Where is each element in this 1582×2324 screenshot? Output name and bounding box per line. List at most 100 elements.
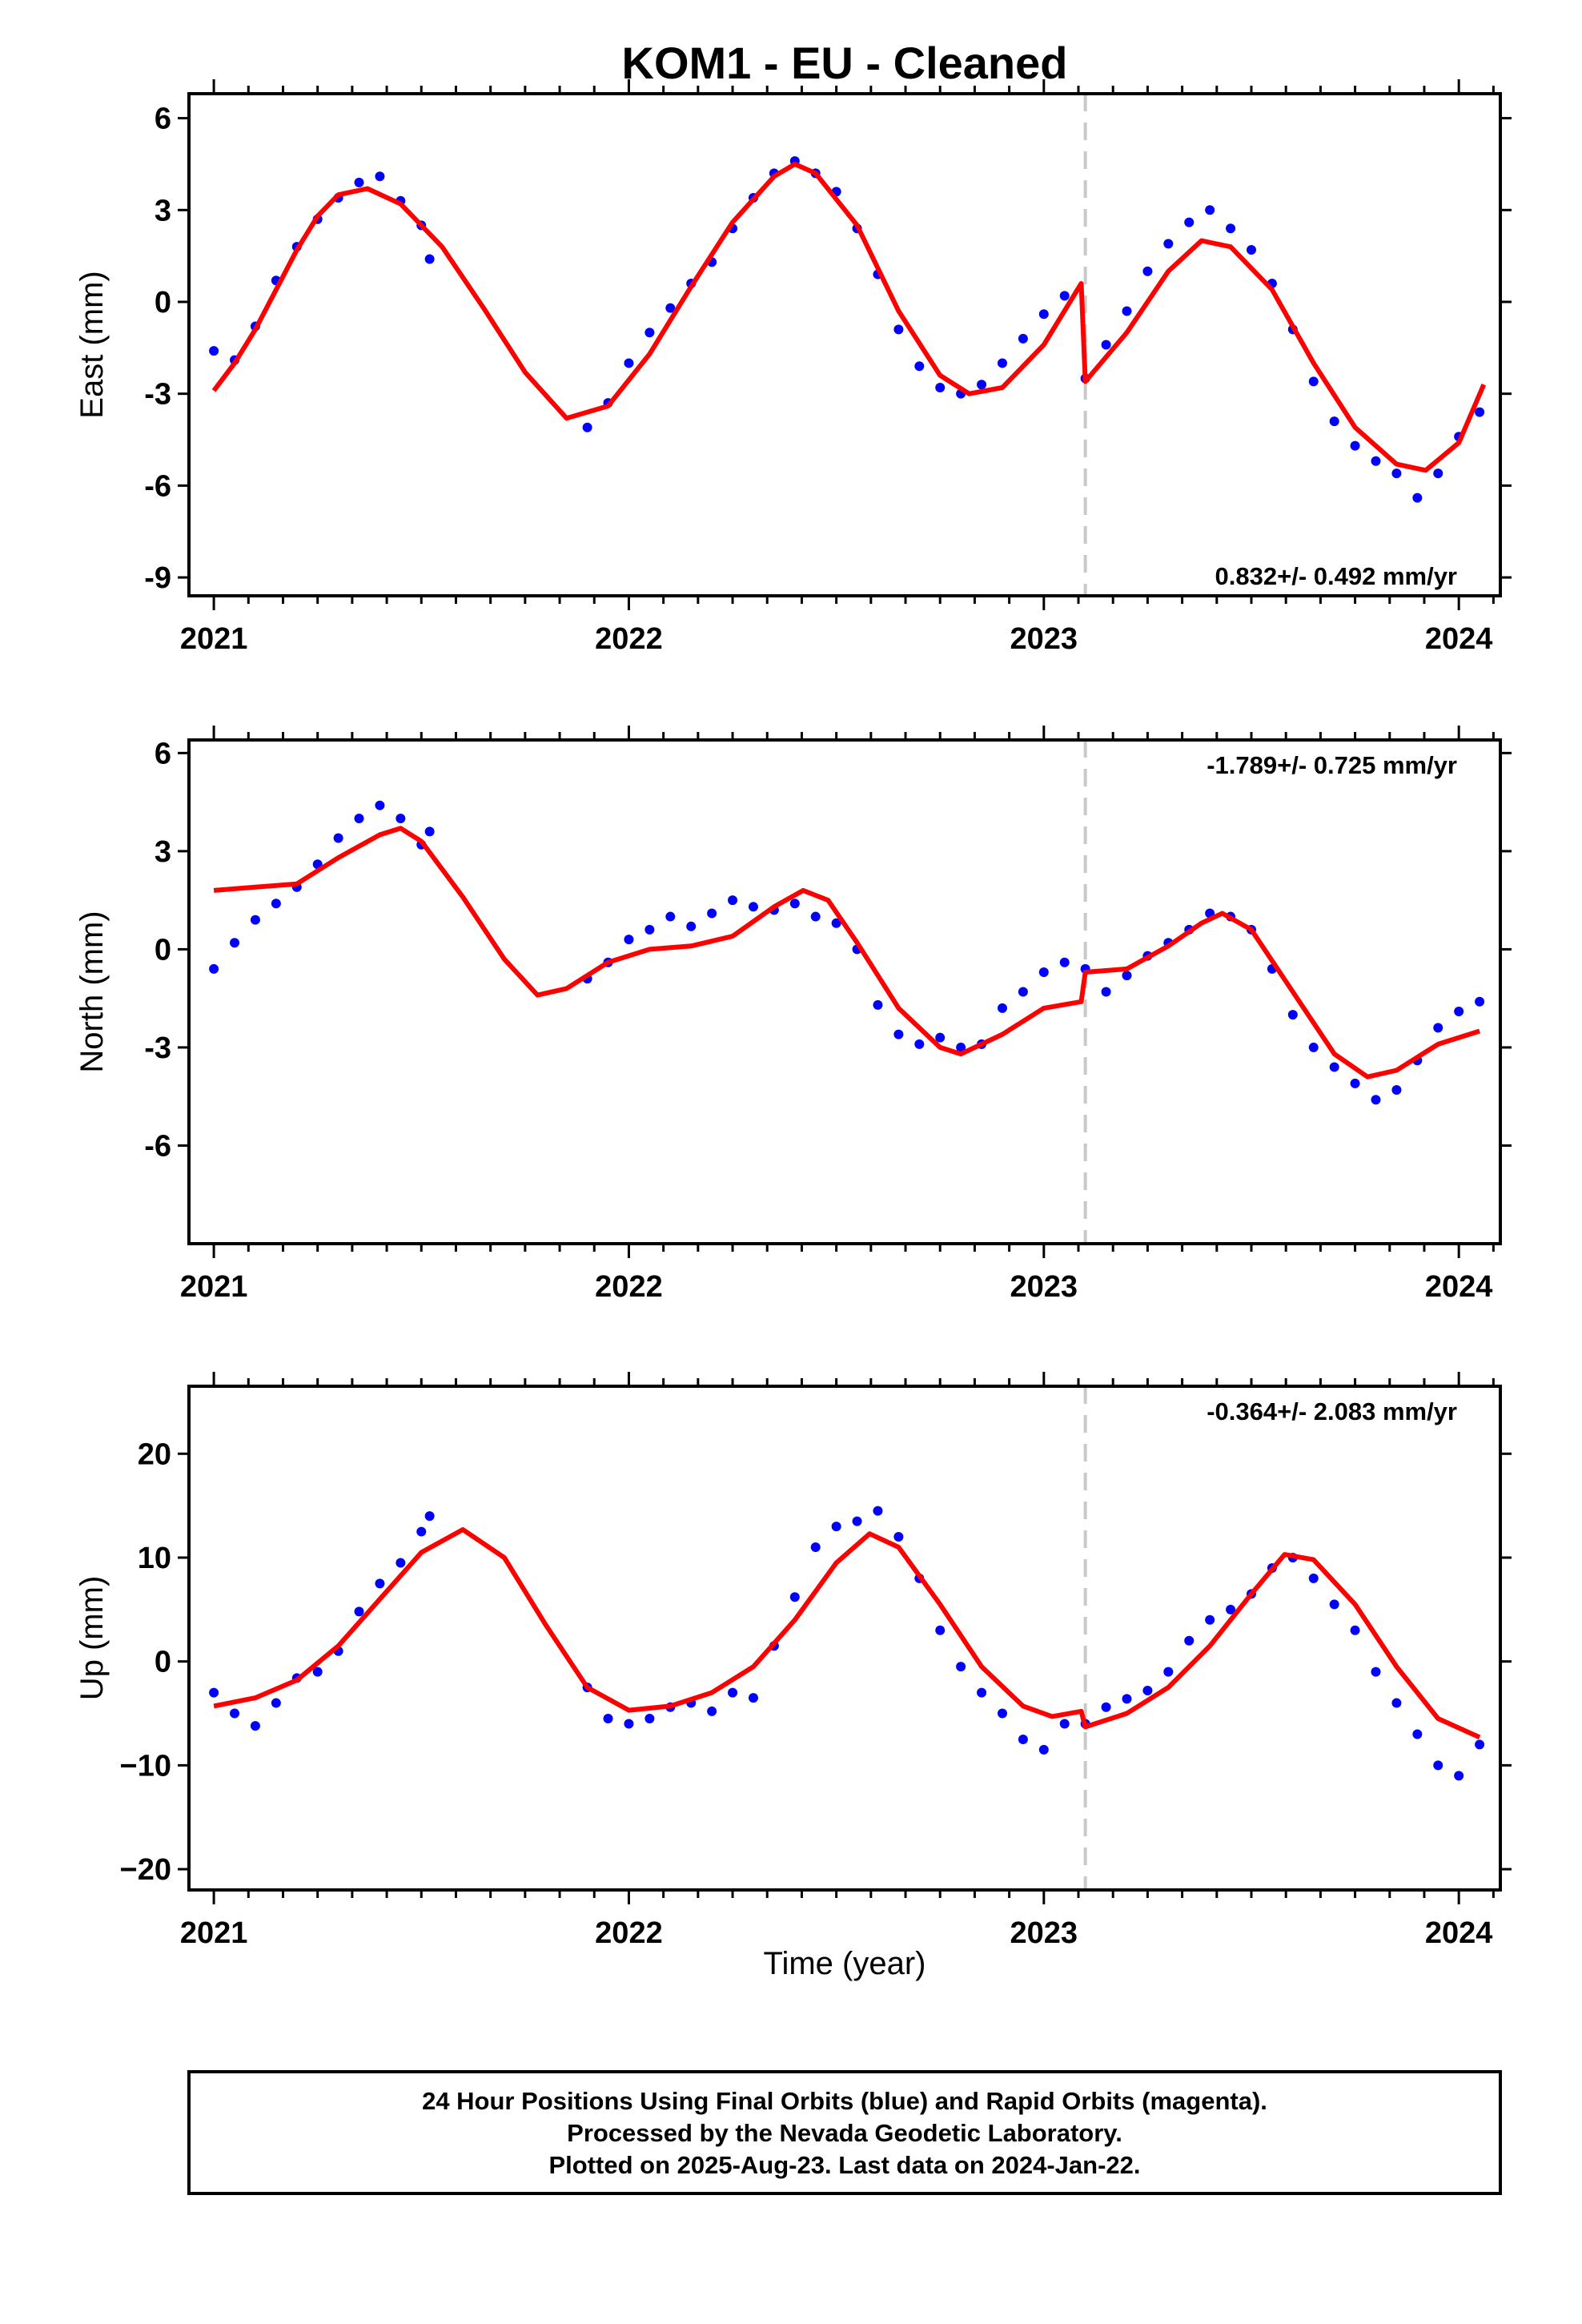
data-point — [728, 895, 738, 906]
data-point — [250, 1721, 260, 1731]
data-point — [977, 1687, 987, 1698]
data-point — [873, 1506, 883, 1516]
data-point — [1038, 309, 1049, 320]
x-tick-label: 2024 — [1425, 1916, 1493, 1950]
data-point — [1018, 333, 1028, 344]
data-point — [354, 1606, 364, 1617]
data-point — [271, 1698, 281, 1708]
data-point — [624, 1719, 634, 1729]
data-point — [1475, 996, 1485, 1007]
data-point — [1122, 306, 1132, 316]
data-point — [1142, 1685, 1153, 1695]
y-tick-label: −20 — [120, 1853, 171, 1887]
data-point — [582, 422, 592, 432]
x-tick-label: 2022 — [595, 622, 663, 656]
data-point — [1433, 468, 1443, 479]
data-point — [1308, 1573, 1319, 1583]
data-point — [1226, 1604, 1236, 1614]
y-axis-label: East (mm) — [74, 271, 110, 418]
data-point — [956, 1042, 966, 1052]
data-point — [424, 254, 435, 264]
data-point — [1371, 456, 1381, 466]
data-point — [1371, 1095, 1381, 1105]
data-point — [935, 1625, 946, 1635]
y-tick-label: 3 — [155, 835, 171, 869]
data-point — [271, 899, 281, 909]
data-point — [1350, 1078, 1360, 1088]
data-point — [644, 1714, 655, 1724]
data-point — [1059, 957, 1070, 967]
y-tick-label: 6 — [155, 103, 171, 136]
data-point — [333, 833, 343, 843]
data-point — [424, 1511, 435, 1522]
x-tick-label: 2023 — [1010, 1270, 1078, 1304]
data-point — [1184, 217, 1195, 227]
data-point — [1101, 340, 1111, 350]
y-tick-label: 3 — [155, 194, 171, 227]
velocity-label: 0.832+/- 0.492 mm/yr — [1215, 562, 1457, 590]
data-point — [873, 999, 883, 1010]
data-point — [354, 177, 364, 187]
data-point — [789, 1592, 800, 1602]
data-point — [1287, 1010, 1298, 1020]
data-points — [209, 800, 1485, 1105]
data-point — [1371, 1667, 1381, 1677]
data-point — [935, 383, 946, 393]
model-curve — [213, 826, 1481, 1080]
data-point — [893, 1029, 904, 1039]
data-point — [1142, 266, 1153, 276]
data-point — [230, 1708, 240, 1719]
y-tick-label: 0 — [155, 933, 171, 967]
data-point — [1101, 987, 1111, 997]
data-point — [956, 1662, 966, 1672]
data-point — [1038, 1744, 1049, 1755]
y-tick-label: 0 — [155, 1646, 171, 1679]
data-point — [1433, 1760, 1443, 1771]
data-point — [1205, 1614, 1215, 1625]
y-tick-label: 0 — [155, 286, 171, 320]
data-point — [375, 800, 385, 810]
data-point — [665, 911, 676, 922]
y-tick-label: −10 — [120, 1749, 171, 1783]
data-point — [707, 1706, 717, 1716]
data-point — [810, 1542, 821, 1553]
x-tick-label: 2021 — [180, 1916, 248, 1950]
data-point — [997, 358, 1007, 368]
data-point — [852, 1516, 862, 1526]
panel-1: 6 3 0 -3 -6 -9 2021 2022 2023 2024 East (mm) 0.832+… — [74, 79, 1512, 656]
data-point — [893, 324, 904, 335]
data-point — [1246, 244, 1256, 255]
data-point — [997, 1708, 1007, 1719]
data-point — [977, 380, 987, 390]
y-tick-label: -3 — [144, 378, 171, 412]
data-point — [354, 814, 364, 824]
x-tick-label: 2021 — [180, 622, 248, 656]
data-point — [396, 1558, 406, 1568]
plot-frame — [187, 738, 1502, 1245]
data-point — [644, 328, 655, 338]
data-point — [1122, 971, 1132, 981]
model-curve — [211, 161, 1487, 473]
footer-box: 24 Hour Positions Using Final Orbits (bl… — [187, 2070, 1502, 2195]
x-tick-label: 2022 — [595, 1916, 663, 1950]
y-tick-label: 20 — [138, 1437, 171, 1471]
footer-line-1: 24 Hour Positions Using Final Orbits (bl… — [422, 2087, 1267, 2115]
data-point — [1038, 967, 1049, 977]
data-point — [312, 1667, 323, 1677]
data-point — [1308, 1042, 1319, 1052]
data-point — [1329, 1062, 1339, 1072]
data-point — [424, 826, 435, 837]
data-point — [748, 1693, 758, 1703]
footer-line-3: Plotted on 2025-Aug-23. Last data on 202… — [548, 2151, 1140, 2179]
footer-frame — [187, 2070, 1502, 2195]
data-point — [1059, 1719, 1070, 1729]
data-point — [375, 1578, 385, 1589]
data-point — [1059, 291, 1070, 301]
data-point — [1018, 1734, 1028, 1744]
x-tick-label: 2022 — [595, 1270, 663, 1304]
data-point — [935, 1032, 946, 1043]
data-point — [209, 1687, 219, 1698]
data-point — [1226, 223, 1236, 234]
data-point — [1391, 468, 1402, 479]
